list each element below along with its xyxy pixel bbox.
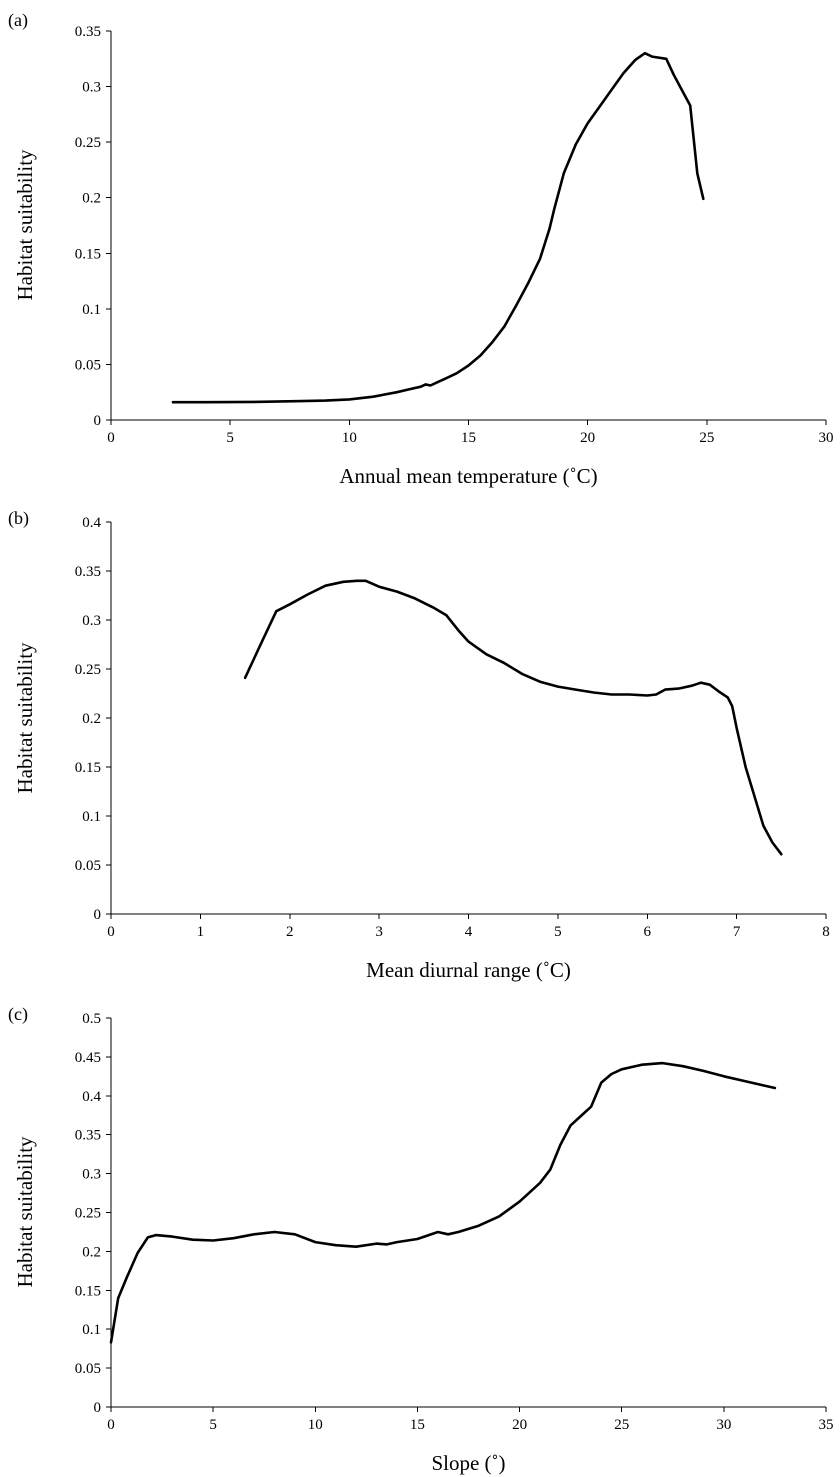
- y-tick-label: 0.25: [75, 135, 101, 151]
- y-axis-title: Habitat suitability: [13, 642, 37, 794]
- series-line-1: [171, 51, 705, 404]
- panel-label: (a): [8, 10, 28, 31]
- y-tick-label: 0.05: [75, 1361, 101, 1377]
- x-tick-label: 25: [614, 1417, 629, 1433]
- chart-panel-1: (a) 0 0.05 0.1 0.15 0.2 0.25 0.3 0.35 0 5 10 15 20 25 3…: [8, 10, 834, 488]
- y-tick-label: 0.2: [82, 1244, 101, 1260]
- x-tick-label: 7: [733, 924, 741, 940]
- x-tick-label: 0: [107, 1417, 115, 1433]
- y-tick-label: 0.3: [82, 613, 101, 629]
- x-tick-label: 4: [465, 924, 473, 940]
- x-tick-label: 25: [699, 430, 714, 446]
- y-tick-label: 0: [94, 413, 102, 429]
- y-tick-label: 0.4: [82, 515, 101, 531]
- x-tick-label: 3: [375, 924, 383, 940]
- y-tick-label: 0.25: [75, 1206, 101, 1222]
- y-tick-label: 0.1: [82, 809, 101, 825]
- y-tick-label: 0: [94, 907, 102, 923]
- x-axis-title: Annual mean temperature (˚C): [339, 464, 597, 488]
- x-tick-label: 30: [716, 1417, 731, 1433]
- y-tick-label: 0.05: [75, 858, 101, 874]
- panel-label: (b): [8, 508, 29, 529]
- x-tick-label: 0: [107, 430, 115, 446]
- x-tick-label: 6: [644, 924, 652, 940]
- x-tick-label: 0: [107, 924, 115, 940]
- x-tick-label: 20: [580, 430, 595, 446]
- series-line-1: [109, 1061, 777, 1344]
- chart-panel-3: (c) 0 0.05 0.1 0.15 0.2 0.25 0.3 0.35 0.4 0.45 0.5 0…: [8, 1004, 834, 1475]
- x-tick-label: 1: [197, 924, 205, 940]
- x-axis-title: Mean diurnal range (˚C): [366, 958, 571, 982]
- x-tick-label: 10: [308, 1417, 323, 1433]
- x-tick-label: 10: [342, 430, 357, 446]
- x-tick-label: 30: [819, 430, 834, 446]
- x-tick-label: 2: [286, 924, 294, 940]
- series-line-1: [243, 579, 783, 856]
- y-tick-label: 0.35: [75, 564, 101, 580]
- y-tick-label: 0.45: [75, 1050, 101, 1066]
- panel-label: (c): [8, 1004, 28, 1025]
- y-tick-label: 0.25: [75, 662, 101, 678]
- y-tick-label: 0.2: [82, 711, 101, 727]
- y-tick-label: 0.15: [75, 1283, 101, 1299]
- x-tick-label: 35: [819, 1417, 834, 1433]
- x-tick-label: 15: [410, 1417, 425, 1433]
- x-tick-label: 5: [226, 430, 234, 446]
- x-tick-label: 5: [209, 1417, 217, 1433]
- y-tick-label: 0.1: [82, 302, 101, 318]
- y-tick-label: 0.15: [75, 246, 101, 262]
- chart-panel-2: (b) 0 0.05 0.1 0.15 0.2 0.25 0.3 0.35 0.4 0 1 2 3 4 5 6 7…: [8, 508, 830, 982]
- x-tick-label: 5: [554, 924, 562, 940]
- y-axis-title: Habitat suitability: [13, 149, 37, 301]
- y-tick-label: 0.3: [82, 1167, 101, 1183]
- y-tick-label: 0.05: [75, 357, 101, 373]
- y-tick-label: 0: [94, 1400, 102, 1416]
- x-tick-label: 8: [822, 924, 830, 940]
- y-tick-label: 0.4: [82, 1089, 101, 1105]
- y-tick-label: 0.3: [82, 80, 101, 96]
- y-tick-label: 0.35: [75, 1128, 101, 1144]
- y-tick-label: 0.15: [75, 760, 101, 776]
- y-tick-label: 0.35: [75, 24, 101, 40]
- y-tick-label: 0.2: [82, 191, 101, 207]
- x-tick-label: 15: [461, 430, 476, 446]
- x-axis-title: Slope (˚): [431, 1451, 505, 1475]
- x-tick-label: 20: [512, 1417, 527, 1433]
- y-tick-label: 0.1: [82, 1322, 101, 1338]
- y-axis-title: Habitat suitability: [13, 1136, 37, 1288]
- y-tick-label: 0.5: [82, 1011, 101, 1027]
